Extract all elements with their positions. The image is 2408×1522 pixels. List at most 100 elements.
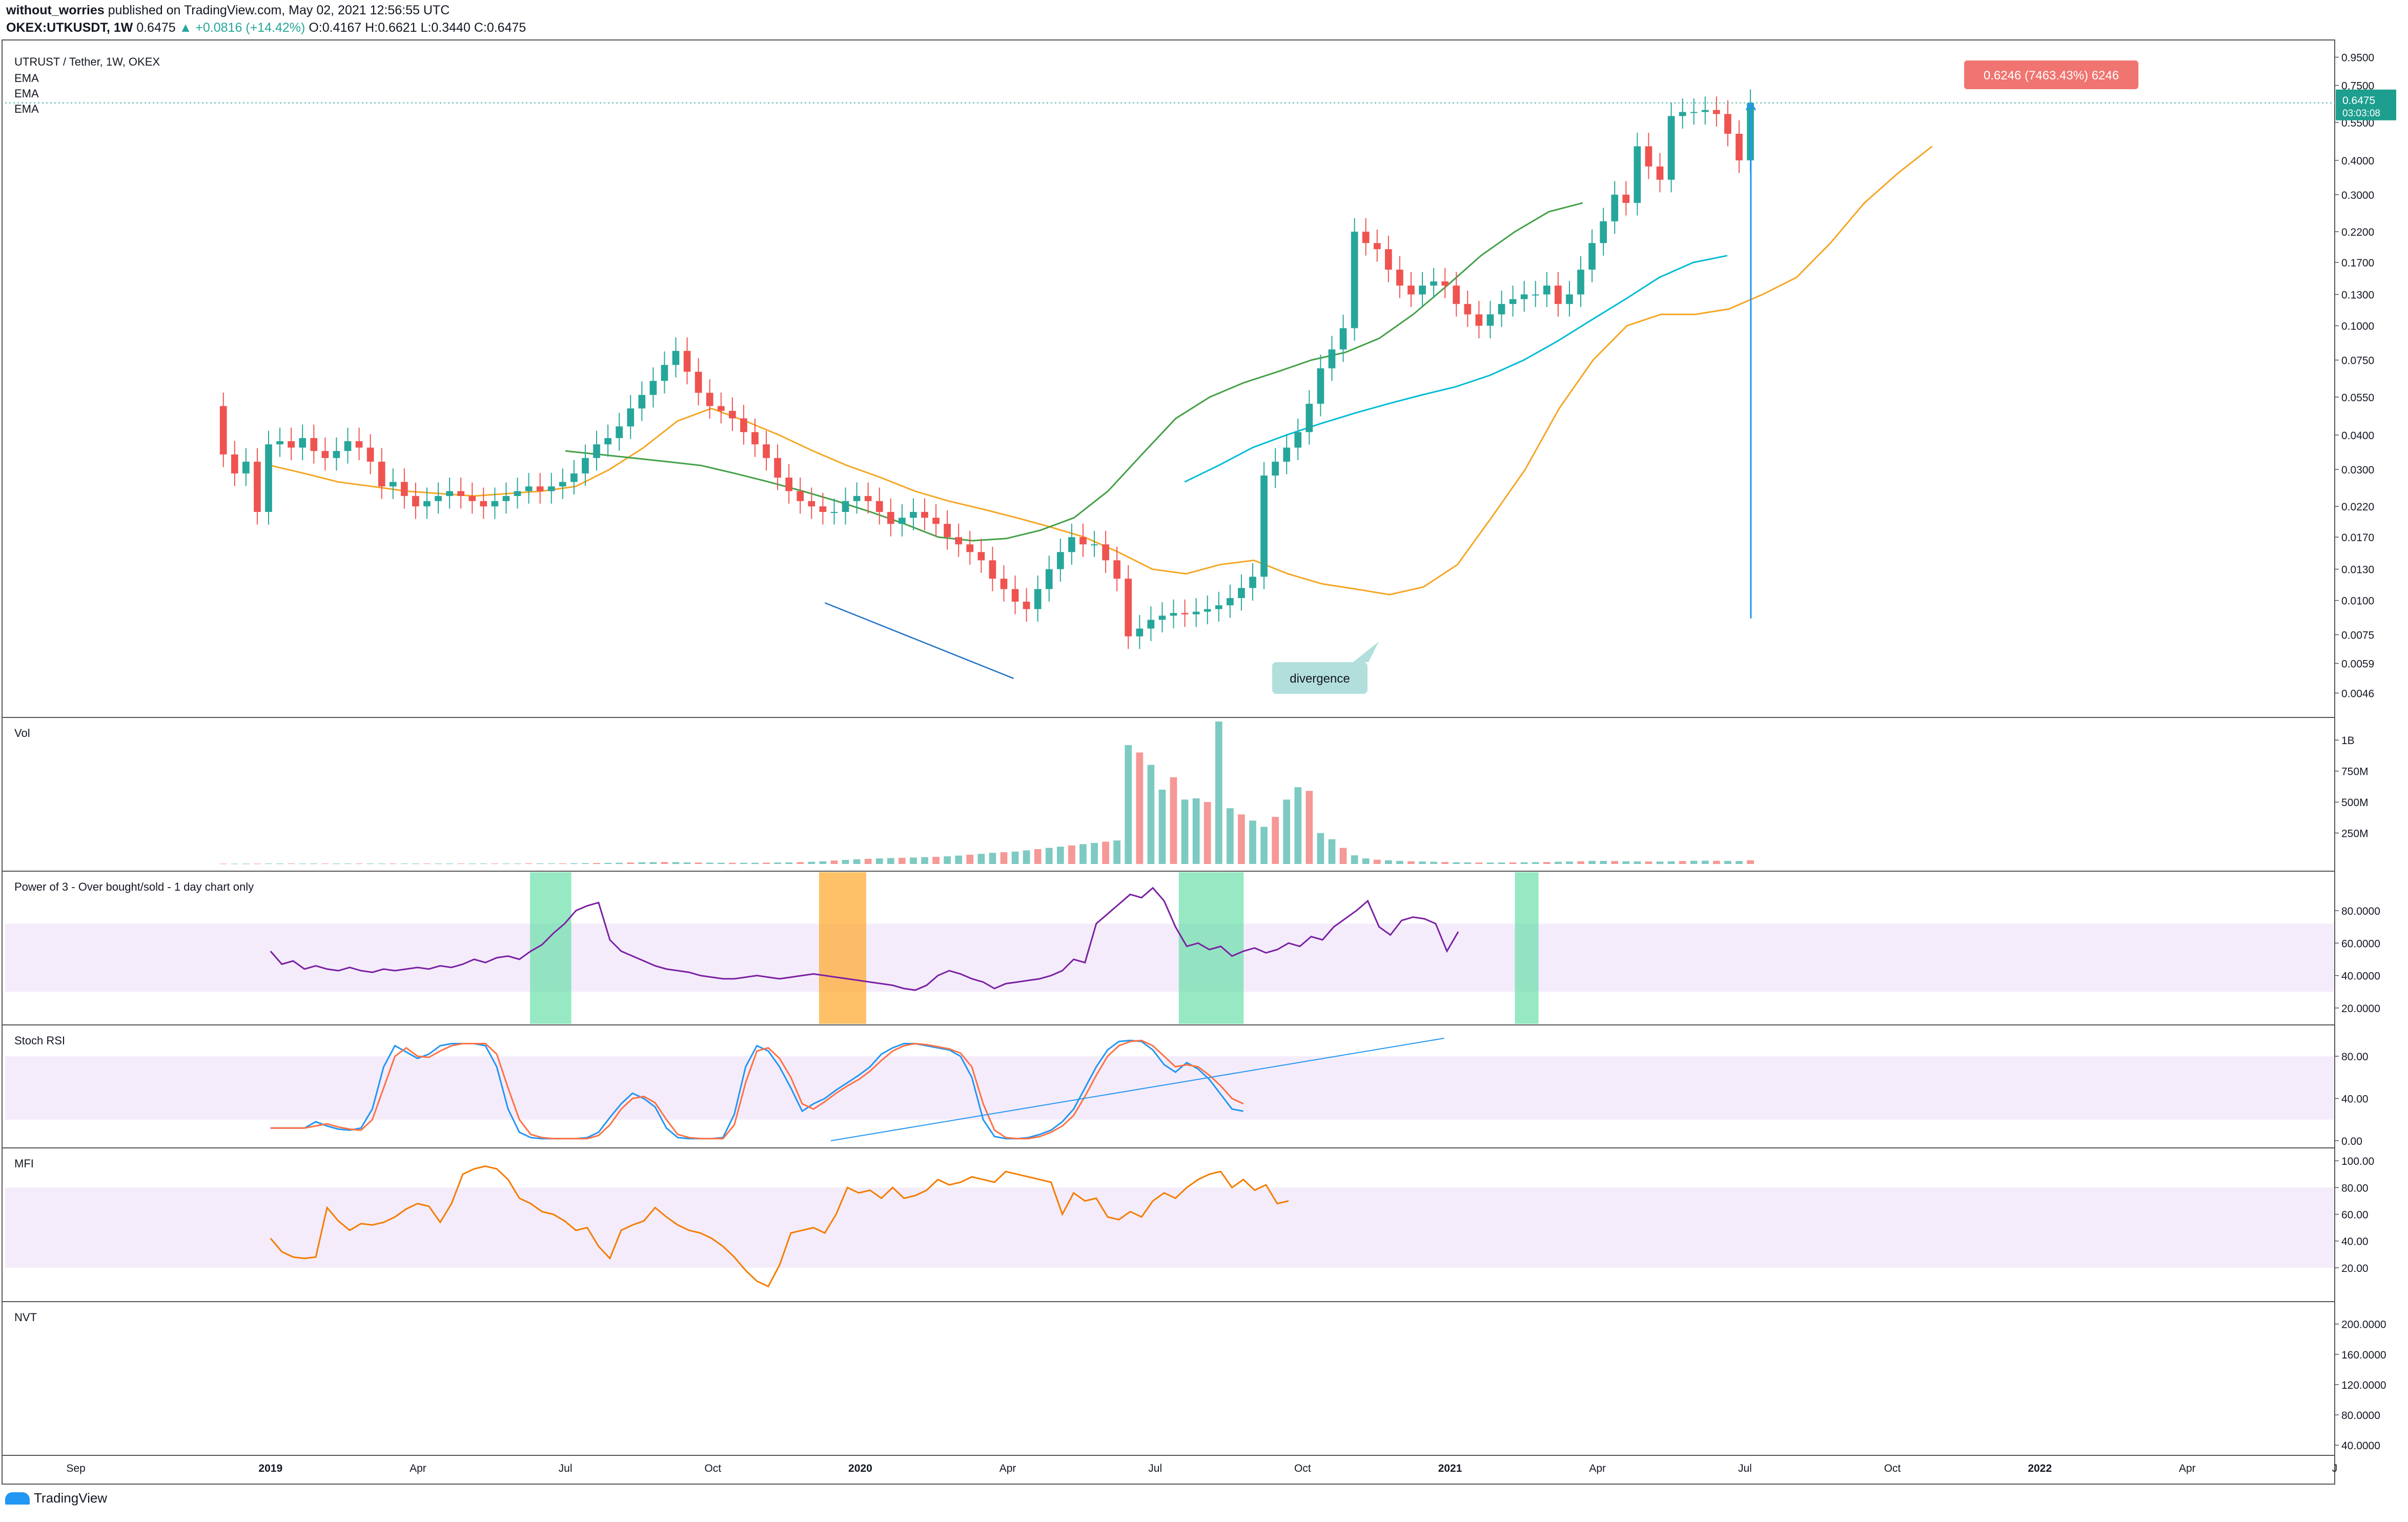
stoch-trendline bbox=[830, 1038, 1444, 1141]
volume-bar bbox=[1588, 860, 1596, 864]
volume-bar bbox=[1328, 839, 1336, 864]
volume-bar bbox=[468, 863, 476, 865]
ema-fast-line bbox=[270, 146, 1933, 595]
volume-bar bbox=[638, 862, 646, 864]
candle bbox=[1645, 146, 1652, 167]
candle bbox=[717, 406, 725, 411]
price-tick-label: 0.4000 bbox=[2341, 155, 2374, 167]
power-of-3-highlight bbox=[1178, 872, 1244, 1024]
candle bbox=[1170, 613, 1177, 616]
stoch-rsi-tick-label: 0.00 bbox=[2341, 1136, 2362, 1147]
volume-bar bbox=[672, 862, 680, 864]
volume-bar bbox=[310, 863, 318, 865]
candle bbox=[321, 451, 329, 458]
ema-legend-label: EMA bbox=[14, 102, 39, 115]
price-tick-label: 0.1700 bbox=[2341, 257, 2374, 269]
volume-bar bbox=[570, 863, 578, 864]
candle bbox=[672, 351, 680, 365]
candle bbox=[1305, 403, 1313, 433]
candle bbox=[1464, 304, 1472, 315]
volume-bar bbox=[446, 863, 453, 865]
candle bbox=[1453, 285, 1460, 304]
volume-tick-label: 500M bbox=[2341, 797, 2369, 809]
volume-bar bbox=[910, 857, 917, 864]
candle bbox=[1600, 221, 1607, 243]
candle bbox=[706, 393, 713, 406]
candle bbox=[1532, 294, 1539, 296]
candle bbox=[1724, 114, 1731, 134]
volume-bar bbox=[1509, 862, 1517, 864]
volume-bar bbox=[321, 863, 329, 865]
candle bbox=[1181, 613, 1189, 614]
stoch-rsi-tick-label: 40.00 bbox=[2341, 1094, 2369, 1105]
candle bbox=[389, 482, 397, 487]
candle bbox=[231, 454, 238, 474]
candle bbox=[1430, 281, 1437, 286]
candle bbox=[797, 491, 804, 501]
time-tick-label: Apr bbox=[2179, 1463, 2196, 1474]
candle bbox=[899, 518, 906, 524]
author-name[interactable]: without_worries bbox=[6, 3, 105, 17]
time-tick-label: 2020 bbox=[848, 1463, 872, 1474]
candle bbox=[582, 458, 589, 474]
candle bbox=[1611, 194, 1619, 221]
main-pane-title: UTRUST / Tether, 1W, OKEX bbox=[14, 55, 160, 68]
volume-bar bbox=[853, 859, 861, 864]
volume-bar bbox=[491, 863, 499, 865]
candle bbox=[1566, 294, 1573, 304]
candle bbox=[378, 461, 385, 487]
volume-bar bbox=[1453, 862, 1460, 864]
volume-bar bbox=[661, 862, 668, 864]
symbol-text: OKEX:UTKUSDT, 1W bbox=[6, 20, 133, 35]
volume-bar bbox=[1181, 799, 1189, 864]
mfi-line bbox=[270, 1165, 1289, 1288]
header-line-2: OKEX:UTKUSDT, 1W 0.6475 ▲ +0.0816 (+14.4… bbox=[6, 20, 526, 35]
candle bbox=[265, 444, 272, 512]
candle bbox=[1034, 589, 1042, 609]
candle bbox=[842, 501, 849, 512]
volume-bar bbox=[1656, 861, 1664, 864]
volume-bar bbox=[254, 863, 261, 865]
volume-tick-label: 250M bbox=[2341, 828, 2369, 840]
candle bbox=[1023, 602, 1030, 609]
candle bbox=[661, 365, 668, 381]
candle bbox=[751, 432, 759, 445]
ema-legend-label: EMA bbox=[14, 87, 39, 100]
power-of-3-tick-label: 60.0000 bbox=[2341, 938, 2380, 950]
volume-bar bbox=[1170, 777, 1177, 864]
time-tick-label: Jul bbox=[1148, 1463, 1162, 1474]
time-tick-label: Jul bbox=[559, 1463, 573, 1474]
stoch-rsi-band bbox=[5, 1056, 2334, 1120]
measure-label: 0.6246 (7463.43%) 6246 bbox=[1984, 69, 2119, 83]
candle bbox=[355, 441, 363, 448]
volume-bar bbox=[457, 863, 465, 865]
ohlc-high: H:0.6621 bbox=[365, 20, 417, 35]
candle bbox=[955, 537, 963, 545]
tradingview-logo[interactable]: TradingView bbox=[5, 1490, 107, 1506]
power-of-3-tick-label: 80.0000 bbox=[2341, 906, 2380, 917]
mfi-tick-label: 80.00 bbox=[2341, 1182, 2369, 1194]
volume-bar bbox=[740, 862, 747, 864]
candle bbox=[254, 461, 261, 512]
volume-bar bbox=[842, 860, 849, 864]
price-tick-label: 0.0300 bbox=[2341, 464, 2374, 476]
ema-mid-line bbox=[565, 202, 1583, 542]
candle bbox=[1385, 249, 1392, 270]
volume-bar bbox=[1475, 862, 1483, 864]
volume-bar bbox=[1532, 862, 1539, 864]
volume-bar bbox=[219, 863, 227, 865]
volume-bar bbox=[1690, 860, 1698, 864]
candle bbox=[502, 496, 510, 501]
candle bbox=[480, 501, 487, 507]
volume-bar bbox=[1566, 861, 1573, 864]
volume-bar bbox=[1260, 827, 1268, 864]
volume-bar bbox=[1023, 850, 1030, 864]
volume-bar bbox=[1362, 858, 1370, 864]
candle bbox=[1238, 588, 1245, 599]
volume-bar bbox=[616, 862, 623, 864]
price-tag-box bbox=[2336, 89, 2396, 120]
nvt-tick-label: 80.0000 bbox=[2341, 1410, 2380, 1422]
candle bbox=[435, 496, 442, 501]
volume-bar bbox=[1272, 817, 1279, 864]
